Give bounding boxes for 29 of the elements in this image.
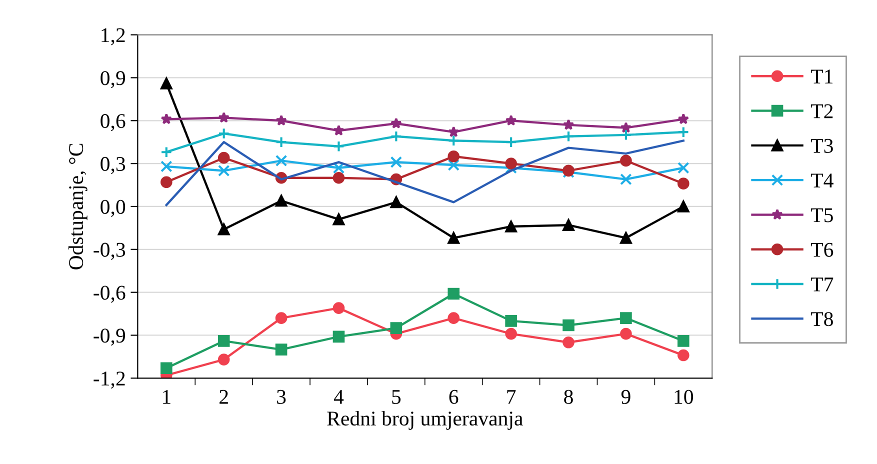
y-tick-label: 0,0 [100,200,126,217]
y-tick-label: -0,9 [94,328,126,346]
legend-label: T5 [810,208,833,222]
x-axis-title: Redni broj umjeravanja [327,410,523,430]
y-tick-label: -0,6 [94,286,126,303]
x-tick-label: 5 [392,390,401,404]
x-tick-label: 1 [163,390,170,404]
legend-label: T2 [810,104,833,118]
x-tick-label: 8 [564,390,573,404]
y-axis-title: Odstupanje, °C [68,144,88,270]
y-tick-label: 0,3 [100,156,126,174]
x-tick-label: 10 [674,390,694,404]
y-tick-label: -1,2 [94,372,125,389]
x-tick-label: 4 [334,390,344,404]
y-tick-label: 0,9 [100,71,126,88]
x-tick-label: 9 [621,390,630,404]
x-tick-label: 3 [277,390,286,404]
y-tick-label: -0,3 [94,242,126,260]
legend-label: T1 [810,70,832,84]
legend-label: T4 [810,174,834,188]
x-tick-label: 2 [220,390,228,404]
x-tick-label: 6 [449,390,458,404]
legend-label: T7 [810,278,834,292]
y-tick-label: 0,6 [100,114,126,132]
legend-label: T8 [810,312,833,326]
x-tick-label: 7 [507,390,516,404]
y-tick-label: 1,2 [102,28,125,46]
legend-label: T6 [810,242,834,257]
legend-label: T3 [810,138,833,153]
